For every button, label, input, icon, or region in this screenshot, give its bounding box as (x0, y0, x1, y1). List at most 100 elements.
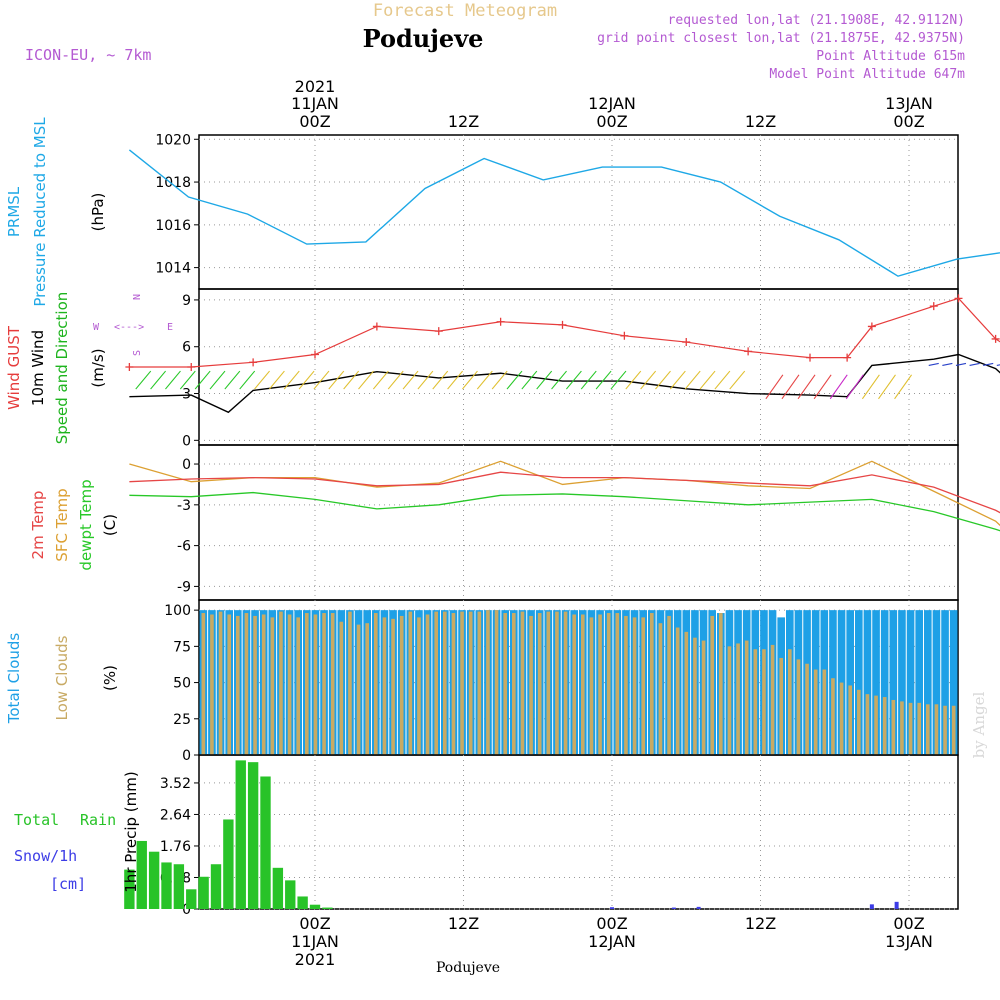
wind-arrow (669, 370, 686, 390)
wind-arrow (765, 374, 784, 400)
wind-arrow (372, 370, 389, 390)
rain-bar (297, 896, 308, 909)
wind-arrow (610, 370, 627, 390)
gust-marker (372, 322, 381, 331)
top-day-label: 11JAN (291, 94, 339, 113)
y-tick-label: -9 (177, 579, 191, 595)
gust-marker (620, 331, 629, 340)
grid-coords: grid point closest lon,lat (21.1875E, 42… (597, 31, 965, 46)
rain-bar (161, 862, 172, 909)
low-cloud-bar (606, 613, 611, 755)
low-cloud-bar (460, 611, 464, 755)
low-cloud-bar (305, 613, 309, 755)
wind-line (129, 353, 1000, 414)
total-cloud-bar (855, 610, 863, 755)
gust-marker (843, 353, 852, 362)
snow-bar (671, 907, 676, 909)
low-cloud-bar (374, 613, 378, 755)
top-day-label: 13JAN (885, 94, 933, 113)
wind-arrow (387, 370, 404, 390)
rain-bar (272, 867, 284, 909)
gust-marker (991, 334, 1000, 343)
panel-frame (198, 288, 959, 446)
low-cloud-bar (831, 678, 835, 755)
low-cloud-bar (658, 623, 663, 755)
low-cloud-bar (486, 610, 490, 755)
low-cloud-bar (753, 649, 758, 755)
low-cloud-bar (762, 649, 766, 755)
wind-arrow (283, 370, 300, 390)
rain-bar (235, 760, 246, 909)
gust-marker (558, 320, 567, 329)
y-tick-label: 6 (182, 340, 191, 356)
wind-arrow (476, 370, 493, 390)
y-tick-label: 3.52 (160, 776, 191, 792)
low-cloud-bar (650, 613, 654, 755)
low-cloud-bar (417, 617, 421, 755)
y-tick-label: 1.76 (160, 839, 191, 855)
low-cloud-bar (537, 613, 542, 755)
low-cloud-bar (365, 623, 369, 755)
compass-s: S (132, 350, 143, 356)
gust-marker (311, 350, 319, 359)
total-cloud-bar (915, 610, 923, 755)
low-cloud-bar (857, 689, 861, 755)
rain-bar (247, 762, 259, 909)
wind-arrow (239, 370, 256, 390)
pressure-sub-label: Pressure Reduced to MSL (31, 117, 49, 307)
low-cloud-bar (520, 611, 525, 755)
rain-bar (124, 869, 135, 909)
y-tick-label: 1014 (155, 261, 191, 277)
y-tick-label: 0 (182, 748, 191, 764)
y-tick-label: -6 (177, 539, 191, 555)
gust-marker (929, 302, 938, 311)
top-hour-label: 00Z (893, 112, 924, 131)
low-cloud-bar (788, 649, 792, 755)
y-tick-label: 0 (182, 457, 191, 473)
rain-bars (124, 760, 899, 909)
wind-arrow (829, 374, 848, 400)
low-cloud-bar (468, 611, 473, 755)
wind-arrow (942, 362, 953, 366)
t2m-label: 2m Temp (29, 491, 47, 560)
low-cloud-bar (589, 617, 594, 755)
sfc-label: SFC Temp (53, 488, 71, 561)
precip-unit: 1hr Precip (mm) (122, 771, 140, 892)
model-label: ICON-EU, ~ 7km (25, 46, 151, 64)
gust-marker (682, 338, 691, 347)
wind-arrow (328, 370, 345, 390)
low-cloud-bar (443, 611, 447, 755)
low-cloud-bar (615, 613, 620, 755)
panel-frame (198, 754, 959, 910)
dewpt-label: dewpt Temp (77, 479, 95, 570)
low-cloud-bar (296, 617, 300, 755)
top-hour-label: 00Z (299, 112, 330, 131)
total-cloud-bar (872, 610, 880, 755)
low-cloud-bar (236, 615, 240, 755)
chart-title: Forecast Meteogram (373, 1, 557, 21)
wind-arrow (194, 370, 211, 390)
bottom-hour-label: 00Z (893, 914, 924, 933)
wind-arrow (714, 370, 731, 390)
low-cloud-bar (632, 617, 637, 755)
pressure-line (128, 149, 1000, 277)
y-tick-label: 0 (182, 433, 191, 449)
wind-arrow (894, 374, 913, 400)
y-tick-label: 50 (173, 676, 191, 692)
y-tick-label: 2.64 (160, 807, 191, 823)
total-cloud-bar (898, 610, 906, 755)
wind-arrow (580, 370, 597, 390)
total-label: Total (14, 811, 59, 829)
wind-arrow (928, 362, 939, 366)
wind-arrow (861, 374, 880, 400)
low-cloud-bar (822, 669, 827, 755)
low-cloud-bar (598, 614, 602, 755)
wind-arrow (179, 370, 196, 390)
low-cloud-bar (391, 618, 395, 755)
low-cloud-bar (477, 611, 482, 755)
wind-arrow (699, 370, 716, 390)
gust-line (129, 297, 1000, 368)
pressure-unit: (hPa) (89, 193, 107, 232)
wind-arrow (432, 370, 449, 390)
